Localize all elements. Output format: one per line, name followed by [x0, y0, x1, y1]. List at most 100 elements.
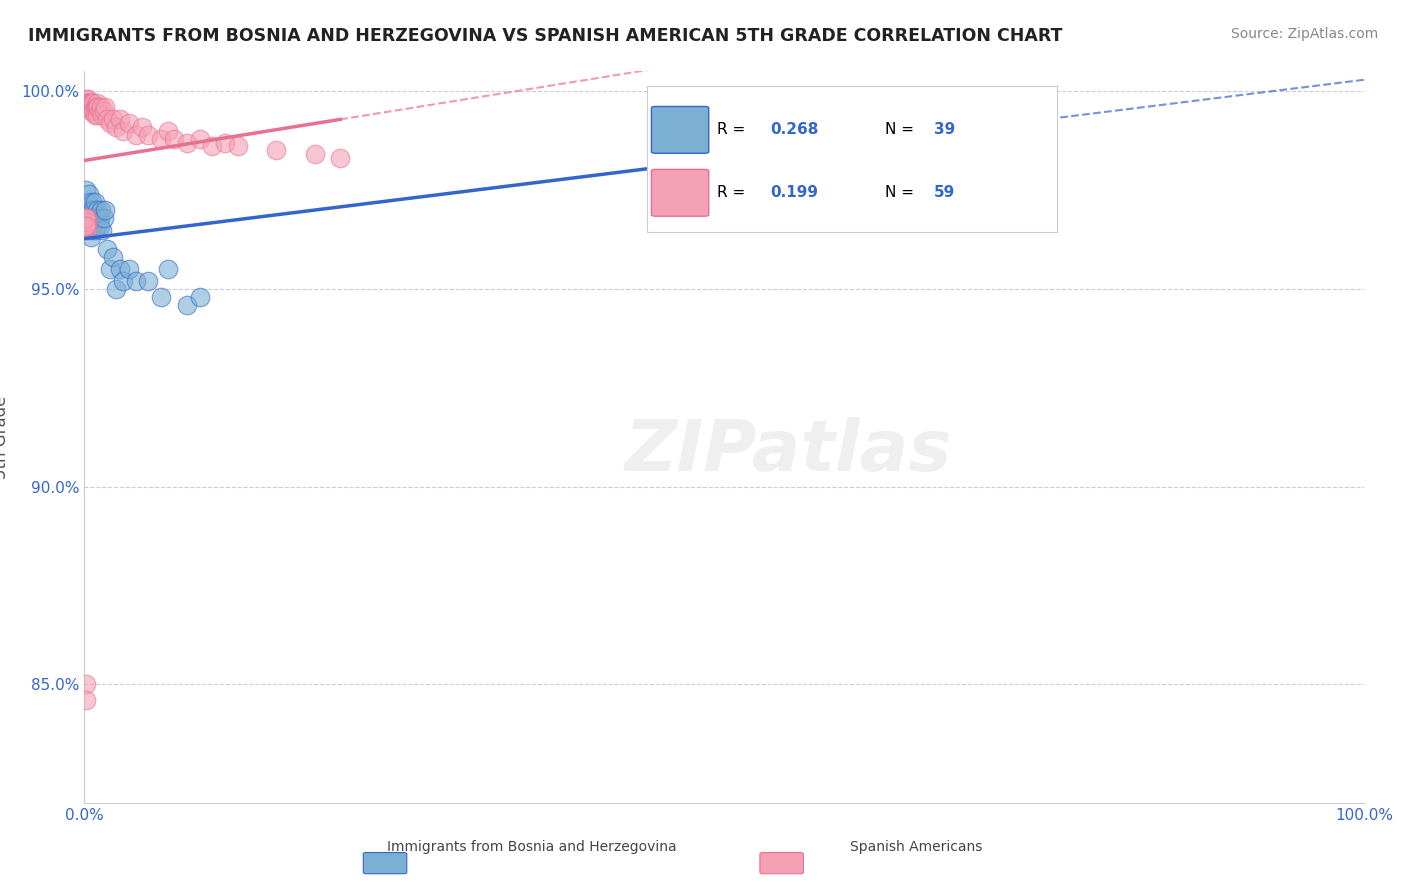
Point — [91, 222, 114, 236]
Point — [108, 112, 131, 126]
Point — [138, 128, 160, 142]
Point — [89, 219, 111, 233]
Text: Source: ZipAtlas.com: Source: ZipAtlas.com — [1230, 27, 1378, 41]
Point — [86, 219, 108, 233]
Point — [86, 95, 108, 110]
Point — [83, 222, 105, 236]
Point — [76, 219, 98, 233]
FancyBboxPatch shape — [363, 853, 406, 874]
Point — [77, 92, 100, 106]
Point — [188, 131, 211, 145]
Point — [75, 95, 97, 110]
Point — [156, 123, 179, 137]
Point — [108, 262, 131, 277]
Point — [304, 147, 326, 161]
Point — [94, 100, 117, 114]
Point — [91, 108, 114, 122]
Point — [86, 108, 108, 122]
Point — [75, 92, 97, 106]
Text: IMMIGRANTS FROM BOSNIA AND HERZEGOVINA VS SPANISH AMERICAN 5TH GRADE CORRELATION: IMMIGRANTS FROM BOSNIA AND HERZEGOVINA V… — [28, 27, 1063, 45]
Point — [83, 108, 105, 122]
Point — [83, 194, 105, 209]
Point — [84, 100, 107, 114]
Point — [156, 262, 179, 277]
Point — [75, 677, 97, 691]
Point — [131, 120, 153, 134]
Point — [101, 112, 124, 126]
Point — [98, 116, 121, 130]
Point — [264, 144, 288, 158]
Point — [96, 242, 118, 256]
Point — [93, 211, 115, 225]
Point — [75, 211, 97, 225]
Point — [111, 123, 134, 137]
Point — [77, 95, 100, 110]
Point — [75, 183, 97, 197]
Point — [96, 112, 118, 126]
Point — [82, 95, 104, 110]
Point — [176, 136, 198, 150]
Point — [76, 214, 98, 228]
Text: Immigrants from Bosnia and Herzegovina: Immigrants from Bosnia and Herzegovina — [388, 840, 676, 854]
Point — [101, 250, 124, 264]
Point — [76, 100, 98, 114]
Point — [80, 222, 103, 236]
Point — [87, 100, 110, 114]
Point — [226, 139, 249, 153]
Point — [76, 211, 98, 225]
Point — [76, 202, 98, 217]
Point — [201, 139, 224, 153]
Point — [94, 202, 117, 217]
Y-axis label: 5th Grade: 5th Grade — [0, 395, 10, 479]
Point — [138, 274, 160, 288]
Point — [80, 95, 103, 110]
Point — [124, 128, 146, 142]
Point — [77, 194, 100, 209]
Point — [75, 219, 97, 233]
Point — [150, 290, 173, 304]
Point — [80, 95, 103, 110]
Point — [124, 274, 146, 288]
Point — [80, 100, 103, 114]
Point — [75, 211, 97, 225]
Point — [75, 219, 97, 233]
Point — [76, 95, 98, 110]
Point — [90, 202, 112, 217]
Point — [83, 100, 105, 114]
Point — [75, 693, 97, 707]
Point — [86, 202, 108, 217]
Point — [89, 103, 111, 118]
Point — [80, 103, 103, 118]
Point — [75, 214, 97, 228]
Point — [329, 152, 352, 166]
Point — [79, 211, 101, 225]
Point — [79, 186, 101, 201]
Point — [86, 100, 108, 114]
Point — [118, 116, 141, 130]
Point — [93, 103, 115, 118]
Point — [76, 211, 98, 225]
Point — [80, 230, 103, 244]
Point — [111, 274, 134, 288]
Point — [188, 290, 211, 304]
Text: ZIPatlas: ZIPatlas — [624, 417, 952, 486]
Point — [90, 100, 112, 114]
Point — [214, 136, 236, 150]
Point — [89, 211, 111, 225]
Point — [98, 262, 121, 277]
Point — [105, 120, 128, 134]
FancyBboxPatch shape — [759, 853, 803, 874]
Point — [80, 100, 103, 114]
Point — [76, 222, 98, 236]
Point — [841, 92, 863, 106]
Point — [82, 202, 104, 217]
Point — [176, 298, 198, 312]
Text: Spanish Americans: Spanish Americans — [849, 840, 983, 854]
Point — [118, 262, 141, 277]
Point — [82, 103, 104, 118]
Point — [80, 194, 103, 209]
Point — [82, 219, 104, 233]
Point — [80, 202, 103, 217]
Point — [77, 219, 100, 233]
Point — [79, 95, 101, 110]
